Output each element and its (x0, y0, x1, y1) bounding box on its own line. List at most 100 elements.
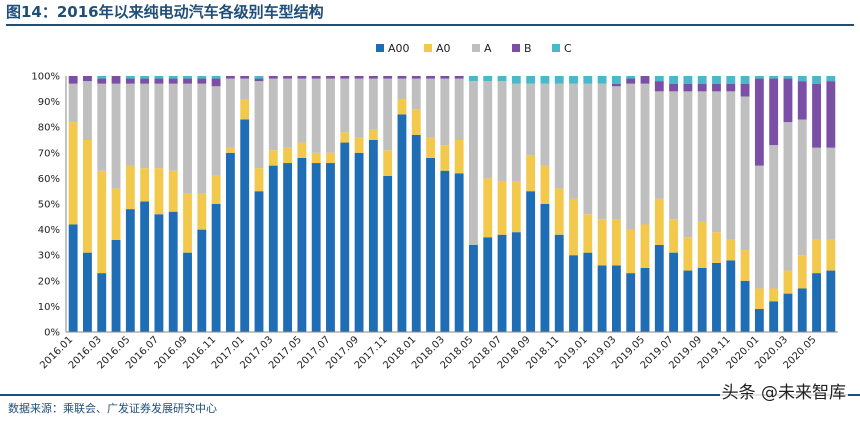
bar-a0-2018.06 (483, 178, 493, 238)
bar-a-2016.08 (168, 83, 178, 171)
bar-a0-2018.04 (454, 140, 464, 174)
bar-a-2018.05 (469, 81, 478, 245)
y-tick-label: 80% (38, 123, 60, 134)
figure-title: 图14：2016年以来纯电动汽车各级别车型结构 (6, 2, 854, 26)
bar-b-2017.05 (297, 76, 307, 79)
bar-c-2018.11 (554, 76, 564, 84)
bar-c-2019.09 (697, 76, 707, 84)
bar-a00-2020.03 (783, 293, 793, 332)
bar-a00-2016.12 (225, 152, 235, 332)
bar-a00-2016.08 (168, 211, 178, 332)
bar-a-2019.05 (640, 83, 650, 225)
bar-c-2016.09 (183, 76, 192, 79)
bar-b-2020.03 (783, 78, 793, 123)
legend-swatch-c (552, 44, 560, 52)
bar-a0-2017.06 (311, 152, 321, 164)
bar-a-2016.02 (83, 81, 92, 140)
bar-a0-2020.01 (754, 288, 764, 309)
bar-a0-2017.02 (254, 168, 264, 192)
bar-b-2020.02 (769, 78, 779, 146)
bar-a0-2018.02 (426, 137, 435, 158)
bar-a0-2016.03 (97, 170, 107, 274)
bar-c-2019.03 (611, 76, 621, 84)
x-axis: 2016.012016.032016.052016.072016.092016.… (38, 331, 838, 371)
bar-b-2019.07 (669, 83, 679, 92)
bar-a-2019.06 (654, 91, 664, 199)
bar-a-2017.01 (240, 78, 250, 100)
bar-b-2018.02 (426, 76, 435, 79)
bar-a00-2019.08 (683, 270, 693, 332)
bar-a00-2016.09 (183, 252, 192, 332)
bar-a-2019.10 (712, 91, 721, 233)
bar-a00-2019.09 (697, 268, 707, 332)
bar-b-2016.11 (211, 78, 221, 87)
bar-a-2018.08 (511, 83, 521, 181)
bar-a00-2018.03 (440, 170, 450, 332)
bar-c-2020.03 (783, 76, 793, 79)
bar-a-2020.01 (754, 165, 764, 289)
bar-b-2020.06 (826, 81, 836, 148)
bar-b-2019.09 (697, 83, 707, 92)
legend-label-a0: A0 (436, 42, 451, 55)
bar-a0-2016.02 (83, 140, 92, 253)
y-tick-label: 40% (38, 225, 60, 236)
bar-b-2016.05 (125, 78, 135, 84)
bar-b-2017.07 (326, 76, 335, 79)
bar-a00-2019.05 (640, 268, 650, 332)
bar-a-2019.01 (583, 83, 593, 215)
bar-a0-2017.12 (397, 99, 407, 115)
bar-c-2020.06 (826, 76, 836, 82)
bar-b-2019.08 (683, 83, 693, 92)
bar-b-2017.12 (397, 76, 407, 79)
bar-a00-2017.08 (340, 142, 350, 332)
bar-a-2016.01 (68, 83, 78, 123)
bar-c-2018.10 (540, 76, 550, 84)
bar-a0-2018.08 (511, 180, 521, 233)
bar-b-2020.05 (812, 83, 821, 148)
bar-a-2017.09 (354, 78, 364, 138)
bar-a00-2019.07 (669, 252, 679, 332)
bar-c-2019.11 (726, 76, 736, 84)
bar-c-2019.06 (654, 76, 664, 82)
bar-a0-2016.01 (68, 122, 78, 225)
bar-a00-2016.07 (154, 214, 164, 332)
bar-a0-2019.03 (611, 219, 621, 266)
bar-a0-2019.04 (626, 229, 636, 274)
bar-a-2017.04 (283, 78, 293, 148)
bar-a00-2018.09 (526, 191, 536, 332)
bar-a0-2018.01 (411, 109, 421, 135)
source-note: 数据来源：乘联会、广发证券发展研究中心 (8, 402, 217, 415)
bar-a0-2017.07 (326, 152, 335, 164)
bar-a-2018.11 (554, 83, 564, 189)
bar-b-2016.07 (154, 78, 164, 84)
bar-b-2017.11 (383, 76, 393, 79)
bar-c-2019.07 (669, 76, 679, 84)
bar-a0-2020.02 (769, 288, 779, 302)
bar-a-2020.06 (826, 147, 836, 240)
bar-a00-2017.04 (283, 163, 293, 332)
bar-c-2019.10 (712, 76, 721, 84)
y-tick-label: 60% (38, 174, 60, 185)
bar-a0-2017.11 (383, 150, 393, 176)
bar-a00-2020.06 (826, 270, 836, 332)
bar-b-2017.01 (240, 76, 250, 79)
bar-a-2018.07 (497, 81, 507, 181)
bar-b-2018.01 (411, 76, 421, 79)
bar-a00-2019.10 (712, 262, 721, 332)
bar-a-2019.02 (597, 83, 607, 220)
bar-b-2019.10 (712, 83, 721, 92)
bar-a00-2019.11 (726, 260, 736, 332)
bar-a-2016.10 (197, 83, 207, 194)
bar-c-2019.01 (583, 76, 593, 84)
bar-a0-2017.01 (240, 99, 250, 120)
bar-a0-2017.04 (283, 147, 293, 164)
bar-a0-2016.10 (197, 193, 207, 230)
bar-b-2016.03 (97, 78, 107, 84)
bar-a0-2018.11 (554, 188, 564, 235)
bar-a00-2016.02 (83, 252, 92, 332)
bar-a-2017.07 (326, 78, 335, 153)
bar-a0-2019.07 (669, 219, 679, 253)
bar-a00-2018.11 (554, 234, 564, 332)
bar-b-2019.04 (626, 78, 636, 84)
bar-a-2019.08 (683, 91, 693, 238)
